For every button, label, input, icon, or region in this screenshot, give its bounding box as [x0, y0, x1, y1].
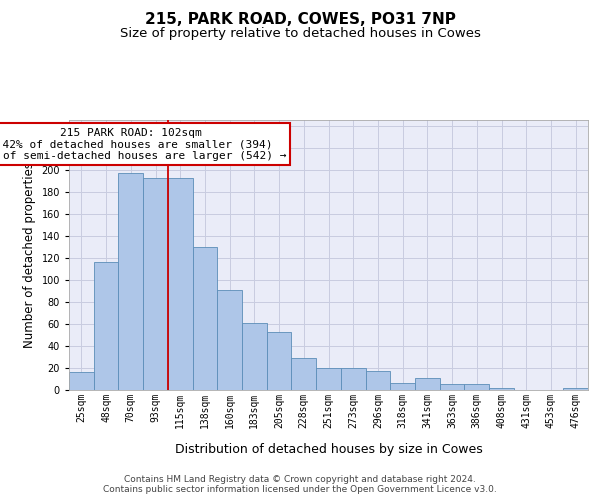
Bar: [168, 178, 193, 390]
Bar: [242, 323, 267, 390]
Bar: [563, 388, 588, 390]
Bar: [415, 378, 440, 390]
Bar: [292, 358, 316, 390]
Bar: [464, 384, 489, 390]
Text: Size of property relative to detached houses in Cowes: Size of property relative to detached ho…: [119, 28, 481, 40]
Bar: [118, 173, 143, 390]
Bar: [267, 332, 292, 390]
Bar: [365, 372, 390, 390]
Text: 215 PARK ROAD: 102sqm
← 42% of detached houses are smaller (394)
58% of semi-det: 215 PARK ROAD: 102sqm ← 42% of detached …: [0, 128, 286, 161]
Bar: [440, 384, 464, 390]
Bar: [489, 388, 514, 390]
Bar: [341, 368, 365, 390]
Text: 215, PARK ROAD, COWES, PO31 7NP: 215, PARK ROAD, COWES, PO31 7NP: [145, 12, 455, 28]
Bar: [69, 372, 94, 390]
Bar: [94, 262, 118, 390]
Bar: [193, 246, 217, 390]
Y-axis label: Number of detached properties: Number of detached properties: [23, 162, 36, 348]
Text: Contains HM Land Registry data © Crown copyright and database right 2024.
Contai: Contains HM Land Registry data © Crown c…: [103, 474, 497, 494]
Bar: [316, 368, 341, 390]
Bar: [390, 384, 415, 390]
Bar: [217, 290, 242, 390]
Text: Distribution of detached houses by size in Cowes: Distribution of detached houses by size …: [175, 442, 482, 456]
Bar: [143, 178, 168, 390]
